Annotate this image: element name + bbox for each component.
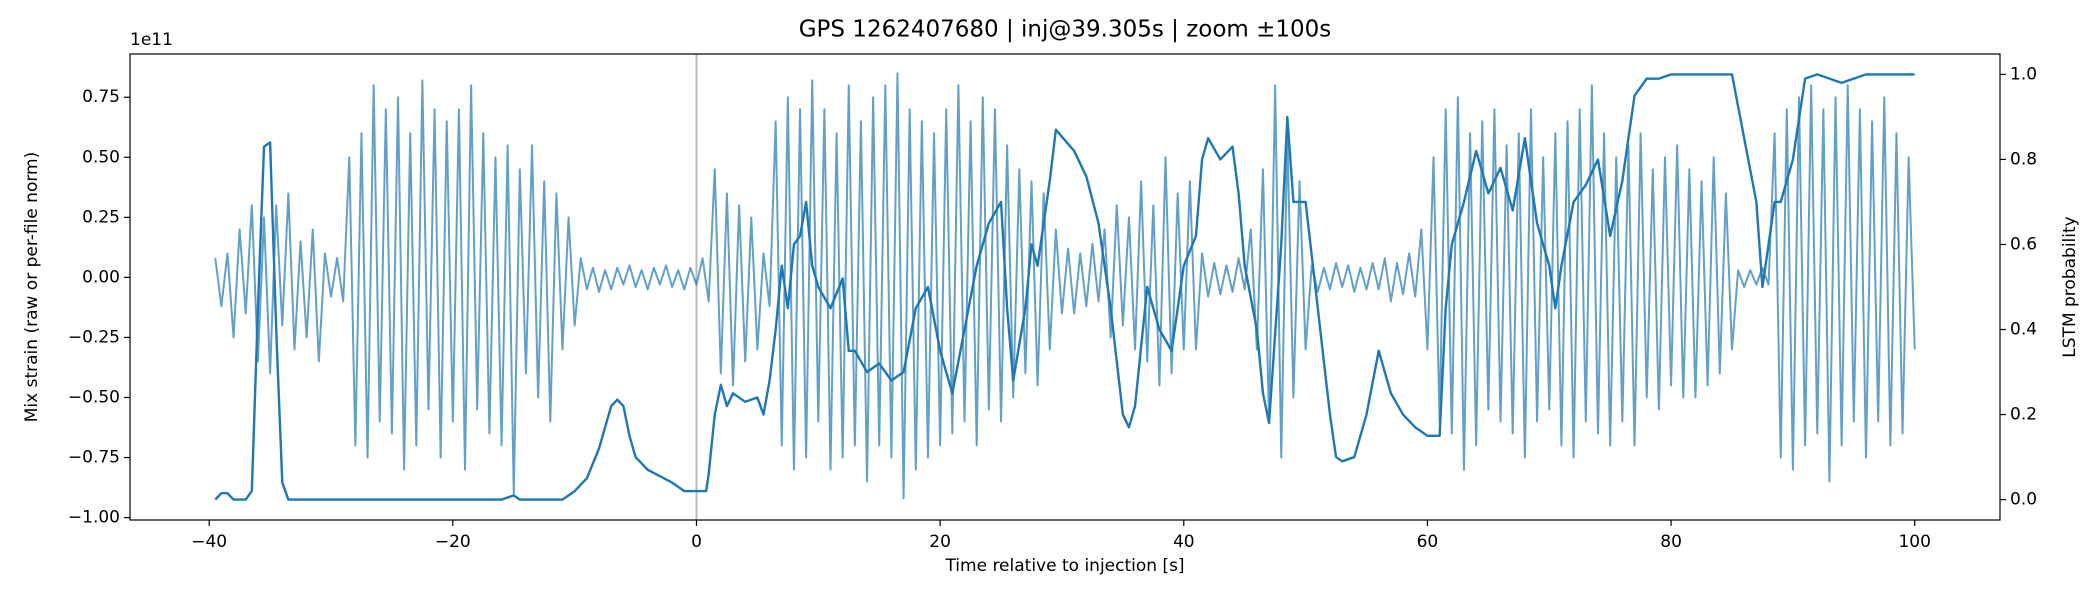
y2-tick-label: 0.6 [2010,234,2037,254]
y-tick-label: 0.00 [82,267,120,287]
y-tick-label: −1.00 [68,508,120,528]
y-tick-label: −0.25 [68,327,120,347]
x-tick-label: −40 [191,532,227,552]
y-offset-label: 1e11 [130,30,173,50]
y2-tick-label: 0.4 [2010,320,2037,340]
x-tick-label: 80 [1660,532,1682,552]
plot-frame [129,53,2001,521]
x-tick-label: 100 [1898,532,1930,552]
y-tick-label: −0.75 [68,448,120,468]
x-tick-label: 60 [1417,532,1439,552]
strain-line [214,72,1916,500]
probability-line [214,73,1915,501]
y-tick-label: 0.25 [82,207,120,227]
x-tick-label: 20 [929,532,951,552]
y-tick-label: −0.50 [68,387,120,407]
y2-tick-label: 1.0 [2010,64,2037,84]
x-tick-label: −20 [435,532,471,552]
y-tick-label: 0.50 [82,147,120,167]
y2-tick-label: 0.8 [2010,149,2037,169]
y2-tick-label: 0.0 [2010,490,2037,510]
y-tick-label: 0.75 [82,87,120,107]
y2-tick-label: 0.2 [2010,405,2037,425]
x-axis-label: Time relative to injection [s] [944,556,1184,576]
chart-title: GPS 1262407680 | inj@39.305s | zoom ±100… [799,17,1332,43]
y2-axis-label: LSTM probability [2060,216,2080,357]
y-axis-label: Mix strain (raw or per-file norm) [22,152,42,422]
x-tick-label: 40 [1173,532,1195,552]
x-tick-label: 0 [691,532,702,552]
